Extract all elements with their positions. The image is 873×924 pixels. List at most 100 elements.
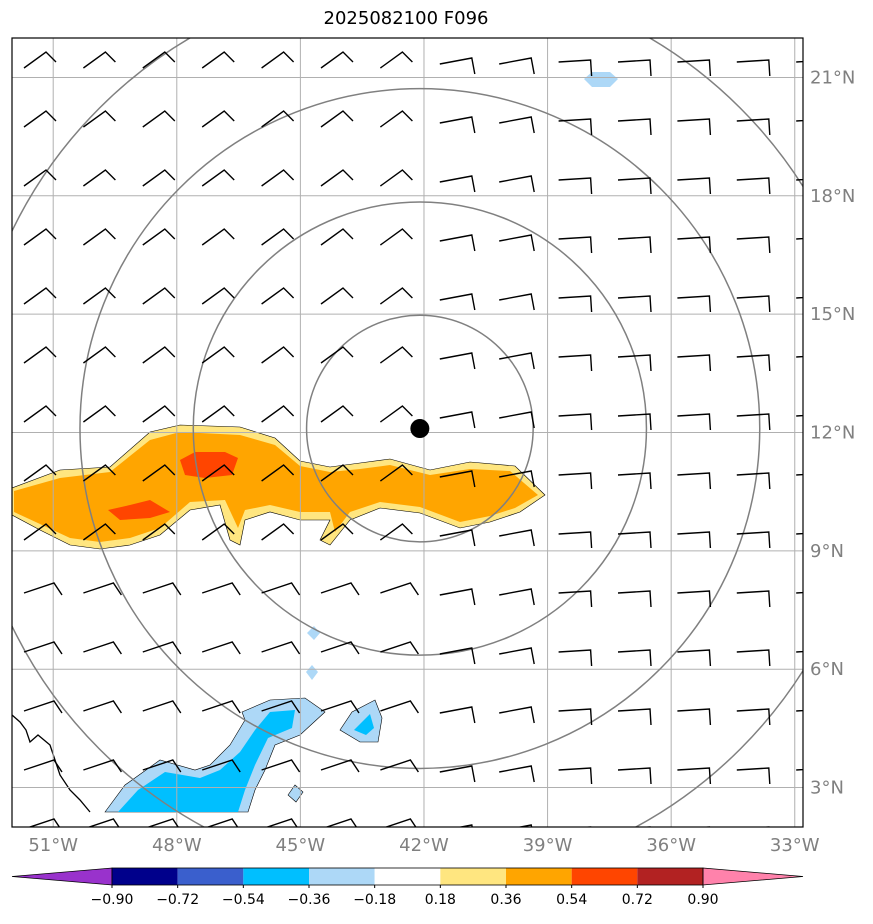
wind-barb <box>142 700 182 714</box>
colorbar-label: 0.36 <box>490 892 521 908</box>
colorbar-label: −0.36 <box>288 892 331 908</box>
wind-barb <box>558 531 593 549</box>
wind-barb <box>261 464 295 482</box>
map-title: 2025082100 F096 <box>323 8 489 29</box>
wind-barb <box>677 649 712 667</box>
wind-barb <box>439 352 476 370</box>
negative-anomaly-area <box>104 72 618 813</box>
wind-barb <box>677 118 712 136</box>
wind-barb <box>499 529 535 547</box>
wind-barb <box>27 818 61 827</box>
wind-barb <box>142 464 176 482</box>
colorbar-segment <box>637 868 703 885</box>
wind-barb <box>82 169 116 187</box>
latitude-label: 21°N <box>810 67 855 88</box>
wind-barb <box>261 700 301 714</box>
wind-barb <box>142 228 176 246</box>
wind-barb <box>617 413 652 431</box>
wind-barb <box>261 346 295 364</box>
wind-barb <box>142 582 182 596</box>
wind-barb <box>201 51 235 69</box>
wind-barb <box>320 641 360 655</box>
colorbar-frame <box>111 867 704 886</box>
wind-barbs <box>23 51 803 827</box>
wind-barb <box>261 641 301 655</box>
wind-barb <box>320 110 354 128</box>
wind-barb <box>499 116 535 134</box>
wind-barb <box>499 765 535 783</box>
wind-barb <box>617 354 652 372</box>
wind-barb <box>201 582 241 596</box>
wind-barb <box>736 354 771 372</box>
wind-barb <box>379 464 413 482</box>
wind-barb <box>23 110 57 128</box>
wind-barb <box>320 582 360 596</box>
wind-barb <box>142 346 176 364</box>
wind-barb <box>558 649 593 667</box>
wind-barb <box>558 118 593 136</box>
wind-barb <box>201 464 235 482</box>
wind-barb <box>379 51 413 69</box>
wind-barb <box>261 759 301 773</box>
longitude-label: 48°W <box>152 835 202 856</box>
wind-barb <box>558 236 593 254</box>
wind-barb <box>736 649 771 667</box>
positive-anomaly-band <box>12 424 546 550</box>
wind-barb <box>499 411 535 429</box>
colorbar-extend-low <box>11 867 113 886</box>
wind-barb <box>379 228 413 246</box>
wind-barb <box>736 413 771 431</box>
wind-barb <box>201 169 235 187</box>
wind-barb <box>23 582 63 596</box>
colorbar-label: −0.90 <box>91 892 134 908</box>
wind-barb <box>380 759 419 773</box>
wind-barb <box>379 523 413 541</box>
wind-barb <box>205 818 239 827</box>
wind-barb <box>677 590 712 608</box>
wind-barb <box>677 354 712 372</box>
wind-barb <box>617 590 652 608</box>
wind-barb <box>439 470 476 488</box>
wind-barb <box>558 413 593 431</box>
colorbar-label: −0.54 <box>222 892 265 908</box>
wind-barb <box>142 169 176 187</box>
wind-barb <box>201 110 235 128</box>
wind-barb <box>261 51 295 69</box>
wind-barb <box>457 824 473 827</box>
wind-barb <box>23 287 57 305</box>
wind-barb <box>677 413 712 431</box>
wind-barb <box>261 110 295 128</box>
wind-barb <box>201 405 235 423</box>
wind-barb <box>439 57 476 75</box>
wind-barb <box>677 295 712 313</box>
wind-barb <box>736 531 771 549</box>
wind-barb <box>677 472 712 490</box>
colorbar-label: 0.72 <box>622 892 653 908</box>
wind-barb <box>82 346 116 364</box>
wind-barb <box>23 464 57 482</box>
longitude-labels: 51°W 48°W 45°W 42°W 39°W 36°W 33°W <box>28 835 819 856</box>
wind-barb <box>558 177 593 195</box>
wind-barb <box>379 287 413 305</box>
latitude-label: 3°N <box>810 778 844 799</box>
wind-barb <box>83 759 122 773</box>
wind-barb <box>617 59 652 77</box>
latitude-label: 18°N <box>810 186 855 207</box>
colorbar-segment <box>506 868 572 885</box>
wind-barb <box>439 234 476 252</box>
wind-barb <box>439 765 476 783</box>
colorbar-label: −0.72 <box>156 892 199 908</box>
wind-barb <box>320 523 354 541</box>
wind-barb <box>736 472 771 490</box>
wind-barb <box>261 287 295 305</box>
wind-barb <box>320 346 354 364</box>
wind-barb <box>320 287 354 305</box>
wind-barb <box>82 51 116 69</box>
wind-barb <box>82 405 116 423</box>
colorbar: −0.90 −0.72 −0.54 −0.36 −0.18 0.18 0.36 0.54 0.7… <box>11 867 804 908</box>
wind-barb <box>320 405 354 423</box>
wind-barb <box>201 523 235 541</box>
wind-barb <box>677 236 712 254</box>
wind-barb <box>380 700 419 714</box>
